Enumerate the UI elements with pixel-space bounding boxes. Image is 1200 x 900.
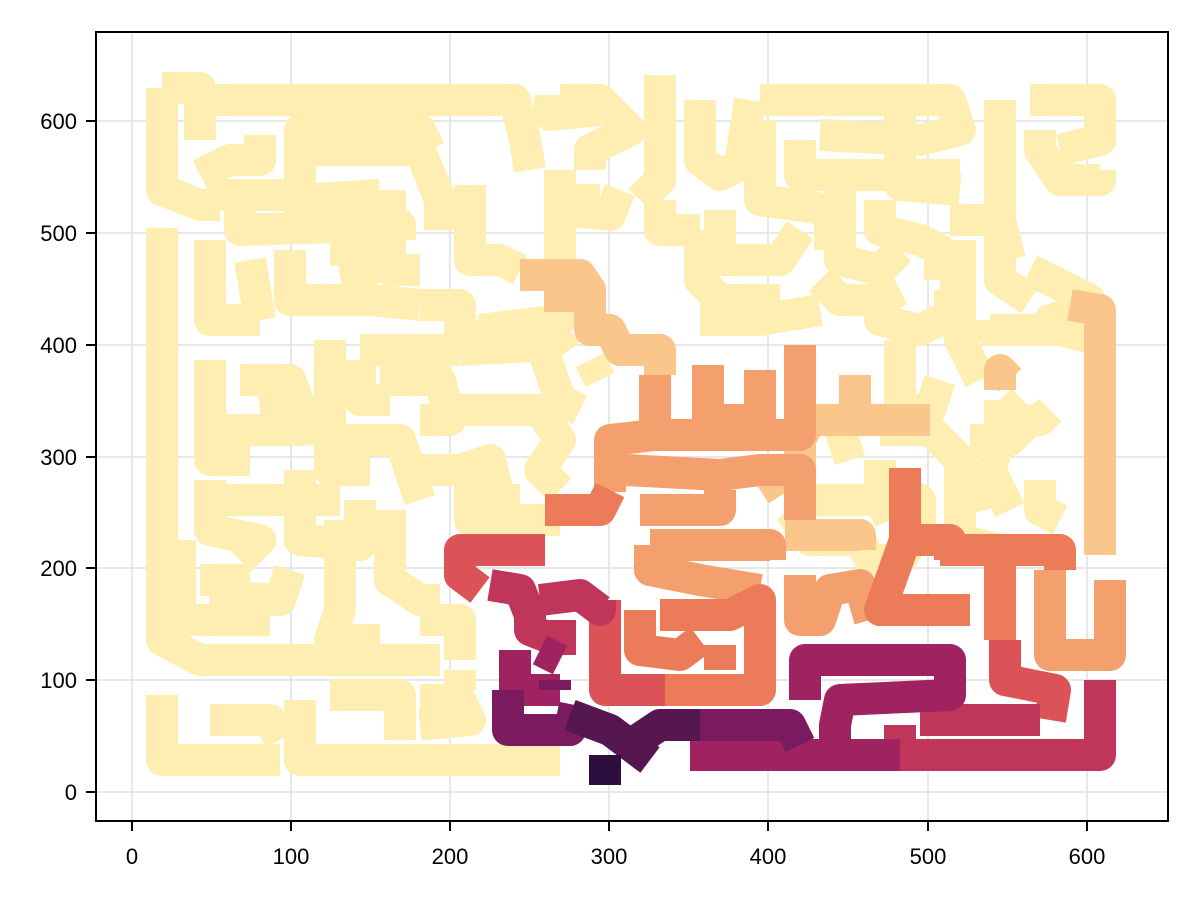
y-tick-label: 300: [40, 445, 77, 470]
x-axis: 0 100 200 300 400 500 600: [126, 821, 1105, 869]
x-tick-label: 500: [910, 844, 947, 869]
x-tick-label: 400: [750, 844, 787, 869]
segment-mid-orange: [594, 345, 1126, 671]
y-tick-label: 100: [40, 668, 77, 693]
y-axis: 0 100 200 300 400 500 600: [40, 109, 96, 805]
y-tick-label: 200: [40, 556, 77, 581]
x-tick-label: 300: [591, 844, 628, 869]
segment-orange-red: [545, 468, 1076, 706]
y-tick-label: 500: [40, 221, 77, 246]
maze-path: [146, 72, 1126, 785]
y-tick-label: 400: [40, 333, 77, 358]
y-tick-label: 0: [65, 780, 77, 805]
y-tick-label: 600: [40, 109, 77, 134]
x-tick-label: 0: [126, 844, 138, 869]
axes-frame: [95, 31, 1169, 822]
segment-dark-purple: [564, 700, 700, 773]
segment-pale-yellow: [146, 72, 1116, 776]
segment-red: [444, 534, 1071, 723]
x-tick-label: 100: [273, 844, 310, 869]
x-tick-label: 200: [432, 844, 469, 869]
x-tick-label: 600: [1069, 844, 1106, 869]
